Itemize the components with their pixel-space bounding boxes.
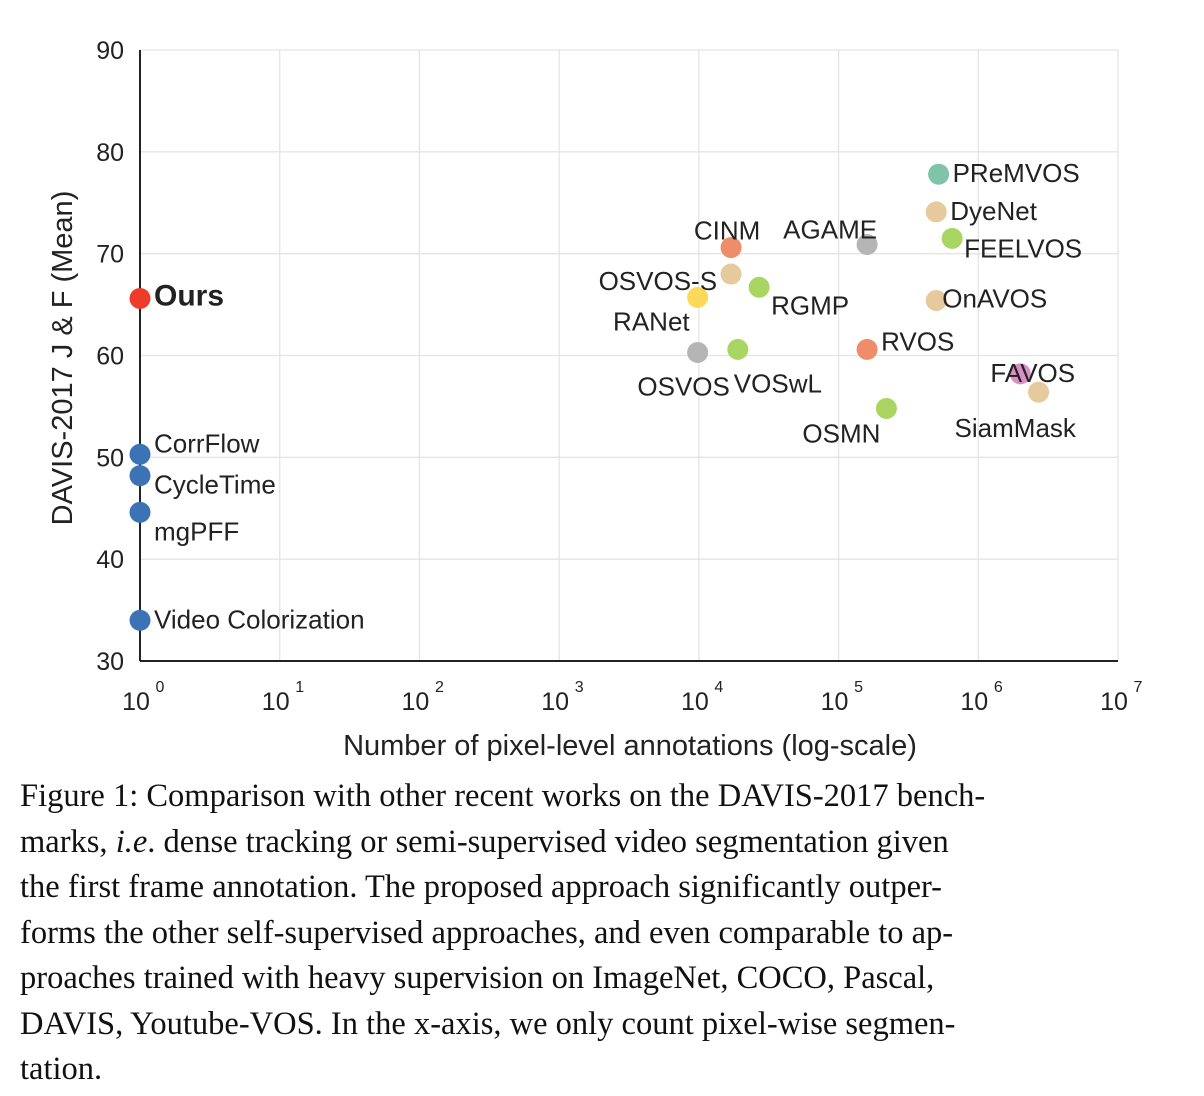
- data-point: [941, 227, 963, 249]
- data-point: [856, 338, 878, 360]
- x-tick-label: 10 7: [1100, 679, 1142, 716]
- data-point: [687, 286, 709, 308]
- data-point: [925, 201, 947, 223]
- x-axis-title: Number of pixel-level annotations (log-s…: [343, 730, 917, 762]
- y-tick-label: 90: [96, 37, 124, 65]
- data-point: [129, 443, 151, 465]
- data-point: [875, 397, 897, 419]
- x-tick-labels: 10 0 10 1 10 2 10 3 10 4 10 5 10 6 10 7: [122, 679, 1142, 716]
- point-label: mgPFF: [154, 516, 239, 546]
- x-tick-exponent: 7: [1134, 679, 1143, 696]
- y-tick-labels: 30 40 50 60 70 80 90: [96, 37, 124, 676]
- x-tick-base: 10: [122, 688, 150, 716]
- x-tick-exponent: 1: [295, 679, 304, 696]
- figure-caption: Figure 1: Comparison with other recent w…: [20, 774, 1184, 1093]
- x-tick-label: 10 0: [122, 679, 164, 716]
- y-tick-label: 70: [96, 241, 124, 269]
- x-tick-base: 10: [960, 688, 988, 716]
- caption-line-4: forms the other self-supervised approach…: [20, 914, 954, 951]
- point-label: AGAME: [783, 215, 877, 245]
- data-points: [129, 163, 1050, 631]
- y-axis-title: DAVIS-2017 J & F (Mean): [47, 191, 79, 526]
- x-tick-label: 10 5: [821, 679, 863, 716]
- data-point: [687, 341, 709, 363]
- x-tick-base: 10: [541, 688, 569, 716]
- x-tick-base: 10: [262, 688, 290, 716]
- point-label: RANet: [613, 306, 690, 336]
- point-label: CorrFlow: [154, 428, 260, 458]
- caption-ie: i.e: [115, 823, 148, 860]
- data-point: [1009, 363, 1031, 385]
- y-tick-label: 50: [96, 444, 124, 472]
- point-label: OSVOS: [637, 371, 729, 401]
- data-point: [129, 609, 151, 631]
- point-labels: Ours CorrFlow CycleTime mgPFF Video Coloriza…: [154, 158, 1082, 634]
- point-label: PReMVOS: [953, 158, 1080, 188]
- point-label: CINM: [694, 216, 760, 246]
- point-label: RVOS: [881, 326, 954, 356]
- x-tick-exponent: 4: [714, 679, 723, 696]
- caption-line-1: Figure 1: Comparison with other recent w…: [20, 778, 986, 814]
- data-point: [1028, 381, 1050, 403]
- data-point: [727, 338, 749, 360]
- point-label: Video Colorization: [154, 604, 365, 634]
- data-point: [720, 263, 742, 285]
- y-tick-label: 80: [96, 139, 124, 167]
- data-point: [928, 163, 950, 185]
- y-tick-label: 30: [96, 648, 124, 676]
- point-label: OSMN: [802, 418, 880, 448]
- x-tick-label: 10 1: [262, 679, 304, 716]
- data-point: [748, 276, 770, 298]
- caption-line-6: DAVIS, Youtube-VOS. In the x-axis, we on…: [20, 1005, 956, 1042]
- point-label: FEELVOS: [964, 233, 1082, 263]
- point-label: VOSwL: [734, 368, 822, 398]
- x-tick-base: 10: [821, 688, 849, 716]
- grid-lines: [140, 49, 1119, 661]
- x-tick-base: 10: [402, 688, 430, 716]
- caption-line-5: proaches trained with heavy supervision …: [20, 960, 935, 996]
- x-tick-exponent: 0: [156, 679, 165, 696]
- point-label: CycleTime: [154, 470, 276, 500]
- data-point: [129, 501, 151, 523]
- point-label: RGMP: [771, 290, 849, 320]
- x-tick-base: 10: [681, 688, 709, 716]
- x-tick-exponent: 3: [575, 679, 584, 696]
- x-tick-base: 10: [1100, 688, 1128, 716]
- data-point: [129, 287, 151, 309]
- y-tick-label: 40: [96, 546, 124, 574]
- data-point: [856, 234, 878, 256]
- x-tick-label: 10 6: [960, 679, 1002, 716]
- point-label: SiamMask: [955, 413, 1077, 443]
- caption-line-7: tation.: [20, 1051, 103, 1087]
- x-tick-label: 10 2: [402, 679, 444, 716]
- x-tick-exponent: 5: [854, 679, 863, 696]
- point-label: OnAVOS: [942, 284, 1047, 314]
- point-label: Ours: [154, 279, 224, 312]
- data-point: [925, 290, 947, 312]
- data-point: [720, 237, 742, 259]
- point-label: OSVOS-S: [599, 266, 717, 296]
- x-tick-exponent: 2: [435, 679, 444, 696]
- caption-line-3: the first frame annotation. The proposed…: [20, 869, 942, 905]
- x-tick-label: 10 3: [541, 679, 583, 716]
- caption-line-2: marks, i.e. dense tracking or semi-super…: [20, 823, 949, 860]
- point-label: DyeNet: [950, 196, 1037, 226]
- x-tick-exponent: 6: [994, 679, 1003, 696]
- x-tick-label: 10 4: [681, 679, 723, 716]
- point-label: FAVOS: [990, 358, 1075, 388]
- y-tick-label: 60: [96, 343, 124, 371]
- data-point: [129, 465, 151, 487]
